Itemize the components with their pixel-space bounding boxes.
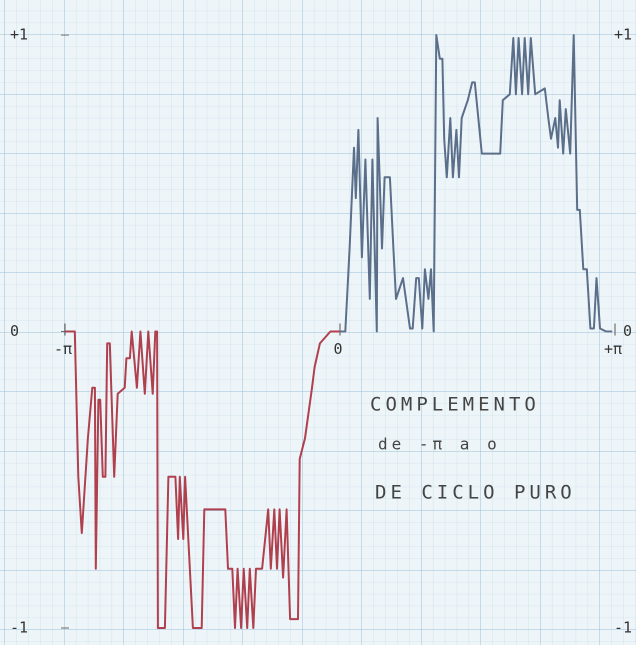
y-tick-label: 0 (623, 322, 632, 340)
y-tick-label: -1 (10, 619, 28, 637)
x-tick-label: -π (54, 340, 72, 358)
annotation: COMPLEMENTO (370, 394, 540, 416)
annotation: de -π a o (378, 435, 501, 454)
y-tick-label: +1 (614, 26, 632, 44)
line (340, 34, 613, 333)
annotation: DE CICLO PURO (375, 482, 576, 504)
y-tick-label: 0 (10, 322, 19, 340)
x-tick-label: 0 (333, 340, 342, 358)
x-tick-label: +π (604, 340, 622, 358)
line (65, 330, 340, 629)
y-tick-label: +1 (10, 26, 28, 44)
y-tick-label: -1 (614, 619, 632, 637)
